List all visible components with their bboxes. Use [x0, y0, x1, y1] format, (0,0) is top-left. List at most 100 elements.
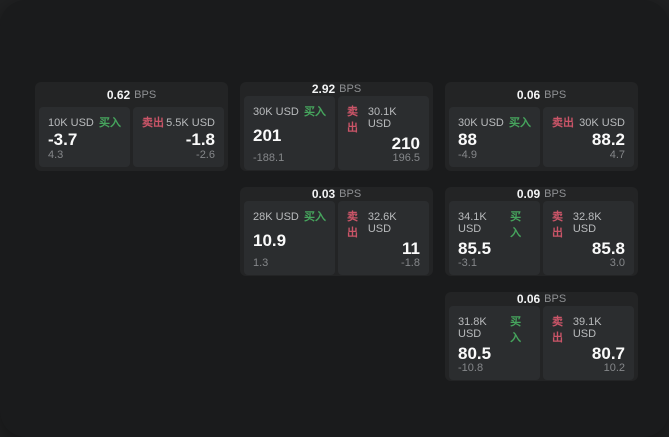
quote-panels: 30K USD 买入 201 -188.1 卖出 30.1K USD 210 1…: [244, 96, 429, 170]
sell-notional: 5.5K USD: [166, 117, 215, 129]
sell-notional: 39.1K USD: [572, 316, 602, 340]
spread-unit-label: BPS: [134, 88, 157, 101]
spread-header: 2.92 BPS: [244, 82, 429, 96]
sell-delta: 3.0: [609, 257, 625, 269]
buy-delta: 1.3: [253, 257, 269, 269]
buy-panel[interactable]: 30K USD 买入 88 -4.9: [449, 107, 540, 167]
sell-panel[interactable]: 卖出 5.5K USD -1.8 -2.6: [133, 107, 224, 167]
spread-unit-label: BPS: [339, 83, 362, 95]
spread-value: 0.03: [311, 187, 336, 201]
buy-panel[interactable]: 28K USD 买入 10.9 1.3: [244, 201, 335, 275]
buy-price: 80.5: [458, 344, 492, 363]
buy-side-label: 买入: [510, 211, 522, 239]
buy-panel-header: 30K USD 买入: [253, 103, 326, 119]
sell-price: 85.8: [591, 239, 625, 258]
quote-panels: 28K USD 买入 10.9 1.3 卖出 32.6K USD 11 -1.8: [244, 201, 429, 275]
sell-panel[interactable]: 卖出 30K USD 88.2 4.7: [543, 107, 634, 167]
sell-notional: 32.8K USD: [572, 211, 602, 235]
sell-panel[interactable]: 卖出 32.8K USD 85.8 3.0: [543, 201, 634, 275]
sell-panel-header: 卖出 32.8K USD: [552, 208, 625, 240]
sell-panel[interactable]: 卖出 32.6K USD 11 -1.8: [338, 201, 429, 275]
sell-price: 210: [391, 134, 420, 153]
spread-unit-label: BPS: [339, 188, 362, 200]
buy-side-label: 买入: [510, 316, 522, 344]
buy-price: 88: [458, 130, 477, 149]
buy-delta: -4.9: [458, 149, 477, 161]
spread-value: 2.92: [311, 82, 336, 96]
sell-side-label: 卖出: [552, 211, 563, 239]
buy-panel[interactable]: 10K USD 买入 -3.7 4.3: [39, 107, 130, 167]
buy-side-label: 买入: [304, 211, 326, 223]
sell-delta: -2.6: [196, 149, 215, 161]
spread-unit-label: BPS: [544, 293, 567, 305]
spread-value: 0.06: [516, 87, 541, 102]
sell-price: 11: [402, 239, 420, 258]
sell-panel-header: 卖出 30.1K USD: [347, 103, 420, 135]
spread-header: 0.62 BPS: [39, 82, 224, 107]
quote-card: 0.09 BPS 34.1K USD 买入 85.5 -3.1 卖出 32.8K…: [445, 187, 638, 276]
sell-panel[interactable]: 卖出 39.1K USD 80.7 10.2: [543, 306, 634, 380]
buy-notional: 31.8K USD: [458, 316, 487, 340]
sell-price: -1.8: [185, 130, 215, 149]
buy-panel[interactable]: 34.1K USD 买入 85.5 -3.1: [449, 201, 540, 275]
sell-panel-header: 卖出 30K USD: [552, 114, 625, 130]
spread-unit-label: BPS: [544, 88, 567, 101]
sell-delta: -1.8: [401, 257, 420, 269]
sell-panel-header: 卖出 39.1K USD: [552, 313, 625, 345]
buy-price: 85.5: [458, 239, 492, 258]
spread-unit-label: BPS: [544, 188, 567, 200]
sell-side-label: 卖出: [347, 106, 358, 134]
spread-value: 0.62: [106, 87, 131, 102]
buy-panel-header: 30K USD 买入: [458, 114, 531, 130]
sell-delta: 4.7: [609, 149, 625, 161]
buy-panel-header: 34.1K USD 买入: [458, 208, 531, 240]
sell-notional: 32.6K USD: [367, 211, 397, 235]
sell-side-label: 卖出: [552, 316, 563, 344]
buy-panel-header: 10K USD 买入: [48, 114, 121, 130]
sell-side-label: 卖出: [142, 117, 164, 129]
buy-notional: 28K USD: [253, 211, 299, 223]
sell-notional: 30K USD: [579, 117, 625, 129]
sell-panel-header: 卖出 5.5K USD: [142, 114, 215, 130]
spread-value: 0.06: [516, 292, 541, 306]
quote-card: 2.92 BPS 30K USD 买入 201 -188.1 卖出 30.1K …: [240, 82, 433, 171]
spread-header: 0.06 BPS: [449, 82, 634, 107]
buy-delta: -3.1: [458, 257, 477, 269]
quotes-grid: 0.62 BPS 10K USD 买入 -3.7 4.3 卖出 5.5K USD…: [35, 82, 638, 381]
spread-header: 0.03 BPS: [244, 187, 429, 201]
buy-delta: 4.3: [48, 149, 64, 161]
sell-price: 88.2: [591, 130, 625, 149]
quote-panels: 31.8K USD 买入 80.5 -10.8 卖出 39.1K USD 80.…: [449, 306, 634, 380]
quote-panels: 10K USD 买入 -3.7 4.3 卖出 5.5K USD -1.8 -2.…: [39, 107, 224, 167]
buy-panel-header: 28K USD 买入: [253, 208, 326, 224]
spread-header: 0.09 BPS: [449, 187, 634, 201]
sell-delta: 10.2: [603, 362, 625, 374]
buy-price: 201: [253, 126, 282, 145]
buy-side-label: 买入: [509, 117, 531, 129]
buy-notional: 34.1K USD: [458, 211, 487, 235]
sell-delta: 196.5: [392, 152, 420, 164]
spread-value: 0.09: [516, 187, 541, 201]
buy-side-label: 买入: [304, 106, 326, 118]
buy-notional: 30K USD: [253, 106, 299, 118]
buy-price: -3.7: [48, 130, 78, 149]
sell-panel-header: 卖出 32.6K USD: [347, 208, 420, 240]
buy-panel[interactable]: 30K USD 买入 201 -188.1: [244, 96, 335, 170]
sell-side-label: 卖出: [552, 117, 574, 129]
sell-side-label: 卖出: [347, 211, 358, 239]
quote-card: 0.62 BPS 10K USD 买入 -3.7 4.3 卖出 5.5K USD…: [35, 82, 228, 171]
sell-notional: 30.1K USD: [367, 106, 397, 130]
buy-panel[interactable]: 31.8K USD 买入 80.5 -10.8: [449, 306, 540, 380]
sell-panel[interactable]: 卖出 30.1K USD 210 196.5: [338, 96, 429, 170]
quote-panels: 34.1K USD 买入 85.5 -3.1 卖出 32.8K USD 85.8…: [449, 201, 634, 275]
buy-notional: 10K USD: [48, 117, 94, 129]
buy-panel-header: 31.8K USD 买入: [458, 313, 531, 345]
quote-panels: 30K USD 买入 88 -4.9 卖出 30K USD 88.2 4.7: [449, 107, 634, 167]
buy-price: 10.9: [253, 231, 287, 250]
buy-delta: -10.8: [458, 362, 484, 374]
spread-header: 0.06 BPS: [449, 292, 634, 306]
sell-price: 80.7: [591, 344, 625, 363]
quote-card: 0.06 BPS 30K USD 买入 88 -4.9 卖出 30K USD 8…: [445, 82, 638, 171]
quote-card: 0.06 BPS 31.8K USD 买入 80.5 -10.8 卖出 39.1…: [445, 292, 638, 381]
